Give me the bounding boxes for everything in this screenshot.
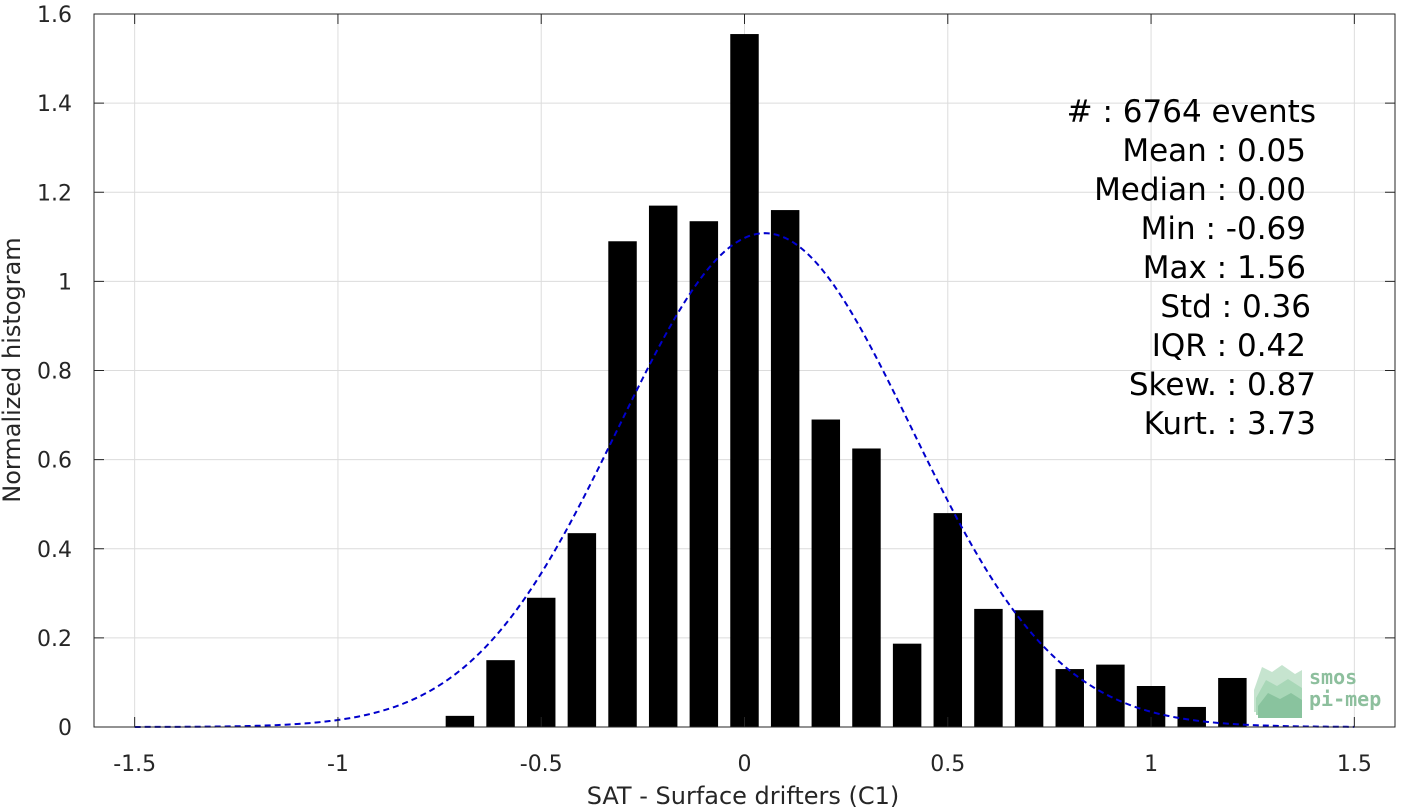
x-tick-label: 0.5: [930, 752, 965, 777]
histogram-bar: [486, 660, 515, 727]
axis-ticks: [94, 13, 1395, 728]
y-tick-label: 0.8: [37, 360, 72, 385]
histogram-bar: [933, 513, 963, 727]
histogram-bar: [567, 533, 597, 727]
y-tick-labels: 0 0.2 0.4 0.6 0.8 1 1.2 1.4 1.6: [37, 3, 72, 741]
histogram-bar: [1177, 706, 1206, 727]
logo-waves-icon: [1254, 665, 1302, 718]
y-tick-label: 1.6: [37, 3, 72, 28]
histogram-bar: [1218, 677, 1247, 727]
y-tick-label: 0.6: [37, 449, 72, 474]
stat-median: Median : 0.00: [1094, 172, 1306, 208]
x-tick-label: 0: [738, 752, 752, 777]
histogram-bar: [1014, 610, 1044, 727]
stat-skew: Skew. : 0.87: [1129, 367, 1316, 403]
histogram-bar: [811, 419, 841, 727]
y-tick-label: 0.4: [37, 538, 72, 563]
histogram-bar: [770, 210, 800, 727]
histogram-bar: [648, 205, 678, 727]
logo-text-pi-mep: pi-mep: [1309, 687, 1381, 711]
histogram-bar: [974, 608, 1003, 727]
stat-min: Min : -0.69: [1141, 211, 1306, 247]
stat-mean: Mean : 0.05: [1122, 133, 1306, 169]
y-tick-label: 0: [58, 716, 72, 741]
x-tick-label: 1: [1144, 752, 1158, 777]
histogram-bar: [730, 34, 759, 728]
histogram-bar: [445, 715, 475, 727]
y-tick-label: 0.2: [37, 627, 72, 652]
stat-max: Max : 1.56: [1143, 250, 1306, 286]
stat-std: Std : 0.36: [1160, 289, 1311, 325]
histogram-bar: [526, 597, 556, 727]
y-tick-label: 1: [58, 270, 72, 295]
stat-iqr: IQR : 0.42: [1152, 328, 1306, 364]
histogram-bar: [852, 448, 881, 727]
smos-pi-mep-logo: smos pi-mep: [1254, 665, 1381, 718]
x-tick-label: 1.5: [1337, 752, 1372, 777]
y-axis-title: Normalized histogram: [0, 237, 26, 502]
stat-events: # : 6764 events: [1067, 94, 1316, 130]
histogram-bar: [1055, 669, 1084, 727]
histogram-bars: [445, 34, 1247, 728]
statistics-annotation: # : 6764 events Mean : 0.05 Median : 0.0…: [1067, 94, 1316, 442]
x-tick-label: -1: [327, 752, 349, 777]
x-axis-title: SAT - Surface drifters (C1): [587, 782, 900, 809]
x-tick-labels: -1.5 -1 -0.5 0 0.5 1 1.5: [113, 752, 1372, 777]
x-tick-label: -1.5: [113, 752, 156, 777]
histogram-bar: [892, 643, 922, 727]
histogram-bar: [689, 221, 719, 727]
y-tick-label: 1.2: [37, 181, 72, 206]
histogram-bar: [608, 241, 637, 728]
y-tick-label: 1.4: [37, 92, 72, 117]
stat-kurt: Kurt. : 3.73: [1144, 406, 1316, 442]
x-tick-label: -0.5: [520, 752, 563, 777]
logo-text-smos: smos: [1309, 665, 1357, 689]
